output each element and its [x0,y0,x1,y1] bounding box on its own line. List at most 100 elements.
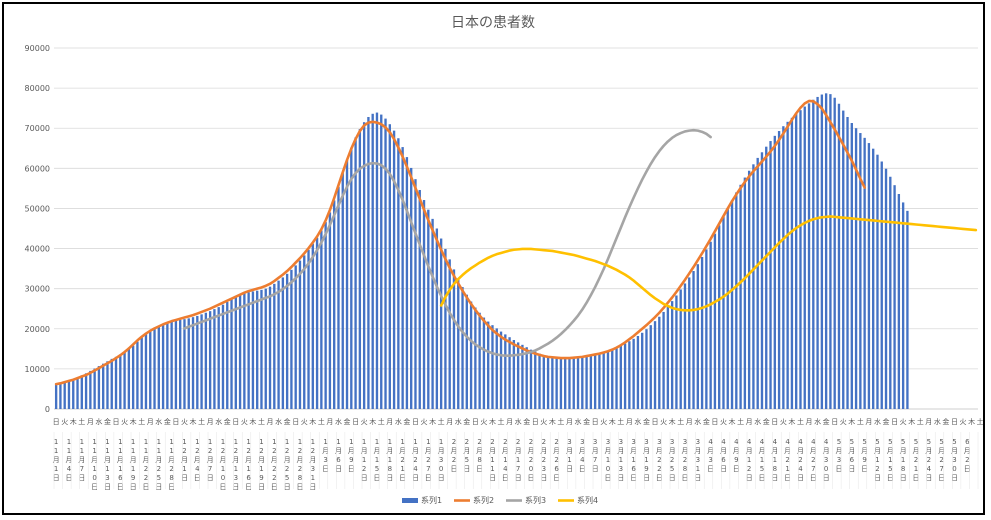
bar [829,94,832,409]
bar [482,317,486,409]
bar [397,138,400,409]
x-tick-weekday: 土 [677,417,684,426]
x-tick-weekday: 金 [763,417,770,426]
x-tick-date-char: 2 [747,465,751,473]
bar [752,164,755,409]
bar [448,259,451,409]
x-tick-date-char: 日 [604,474,611,482]
x-tick-date-char: 1 [606,456,610,464]
x-tick-weekday: 土 [977,417,983,426]
bar [418,189,421,409]
x-tick-date-char: 2 [272,465,276,473]
x-tick-date-char: 5 [837,438,841,446]
bar [226,301,229,409]
x-tick-date-char: 月 [669,447,676,455]
bar [144,333,148,409]
x-tick-date-char: 月 [117,456,124,464]
x-tick-date-char: 8 [683,465,687,473]
x-tick-date-char: 5 [670,465,674,473]
x-tick-date-char: 月 [296,456,303,464]
legend-label: 系列2 [473,495,494,505]
x-tick-weekday: 水 [754,417,761,426]
x-tick-date-char: 1 [67,438,71,446]
x-tick-date-char: 1 [388,438,392,446]
x-tick-date-char: 1 [888,456,892,464]
bar [816,96,819,410]
bar [564,358,567,409]
bar [375,112,379,409]
bar [243,293,246,409]
x-tick-date-char: 2 [452,438,456,446]
x-tick-date-char: 日 [669,474,676,482]
x-tick-date-char: 月 [681,447,688,455]
bar [166,323,169,409]
bar [311,243,314,409]
x-tick-date-char: 4 [708,438,713,446]
x-tick-date-char: 2 [298,447,302,455]
x-tick-date-char: 日 [373,474,380,482]
bar [893,185,896,409]
x-tick-date-char: 2 [285,447,289,455]
x-tick-date-char: 日 [630,474,637,482]
x-tick-weekday: 火 [720,418,727,426]
x-tick-date-char: 0 [824,465,828,473]
x-tick-date-char: 日 [258,483,265,491]
x-tick-date-char: 日 [476,465,483,473]
bar [884,168,888,409]
x-tick-date-char: 4 [721,438,726,446]
x-tick-date-char: 1 [901,456,905,464]
bar [880,161,883,409]
x-tick-date-char: 月 [258,456,265,464]
x-tick-date-char: 4 [503,465,508,473]
x-tick-date-char: 5 [465,456,469,464]
x-tick-weekday: 月 [506,418,513,426]
x-tick-date-char: 月 [887,447,894,455]
x-tick-date-char: 7 [593,456,597,464]
x-tick-date-char: 5 [901,438,905,446]
x-tick-date-char: 月 [348,447,355,455]
x-tick-date-char: 月 [463,447,470,455]
x-tick-date-char: 2 [811,456,815,464]
x-tick-date-char: 日 [540,474,547,482]
x-tick-date-char: 日 [835,465,842,473]
x-tick-date-char: 3 [708,456,712,464]
x-tick-weekday: 金 [104,417,111,426]
bar [859,133,862,409]
x-tick-weekday: 木 [429,417,436,426]
x-tick-date-char: 4 [734,438,739,446]
bar [675,295,678,409]
x-tick-date-char: 日 [104,483,111,491]
x-tick-date-char: 2 [927,456,931,464]
bar [777,131,781,409]
x-tick-date-char: 1 [92,465,96,473]
bar [136,341,139,409]
x-tick-date-char: 月 [91,456,98,464]
bar [611,349,614,409]
x-tick-date-char: 日 [438,474,445,482]
y-tick-label: 30000 [25,285,50,294]
x-tick-date-char: 2 [554,456,558,464]
bar [320,230,323,409]
x-tick-weekday: 月 [806,418,813,426]
x-tick-date-char: 1 [80,447,84,455]
x-tick-date-char: 日 [861,465,868,473]
bar [405,157,409,409]
x-tick-date-char: 日 [348,465,355,473]
x-tick-date-char: 月 [386,447,393,455]
x-tick-date-char: 日 [219,483,226,491]
x-tick-date-char: 1 [169,438,173,446]
x-tick-weekday: 日 [292,418,299,426]
x-tick-weekday: 土 [258,417,265,426]
x-tick-weekday: 日 [532,418,539,426]
bar [512,340,516,409]
x-tick-date-char: 1 [144,438,148,446]
x-tick-date-char: 2 [914,456,918,464]
